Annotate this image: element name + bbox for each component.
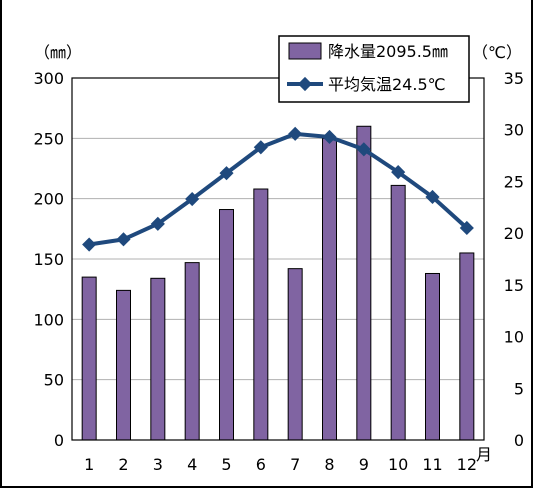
bar-series: [81, 125, 475, 441]
left-tick-label: 50: [44, 371, 64, 390]
x-tick-label: 3: [153, 455, 163, 474]
left-tick-label: 200: [33, 190, 64, 209]
x-tick-label: 1: [84, 455, 94, 474]
temperature-point: [253, 140, 268, 155]
left-tick-label: 150: [33, 250, 64, 269]
bar: [116, 289, 131, 441]
legend-bar-swatch: [288, 42, 322, 60]
temperature-line: [88, 131, 469, 247]
right-tick-label: 30: [504, 121, 524, 140]
right-axis-ticks: 0 5 10 15 20 25 30 35: [504, 69, 524, 450]
x-tick-label: 8: [324, 455, 334, 474]
temperature-point: [356, 142, 371, 157]
bar: [150, 277, 166, 441]
x-tick-label: 2: [118, 455, 128, 474]
x-tick-label: 4: [187, 455, 197, 474]
x-tick-label: 5: [221, 455, 231, 474]
legend-line-label: 平均気温24.5℃: [328, 75, 446, 94]
bar: [287, 268, 303, 441]
plot-area-border: [71, 77, 485, 441]
x-tick-label: 12: [457, 455, 477, 474]
bar: [253, 188, 269, 441]
plot-border: [71, 77, 485, 441]
bar: [184, 262, 200, 441]
legend-bar-label: 降水量2095.5㎜: [328, 42, 448, 61]
bar: [219, 209, 234, 441]
right-tick-label: 15: [504, 276, 524, 295]
x-tick-label: 7: [290, 455, 300, 474]
x-tick-label: 9: [359, 455, 369, 474]
temperature-point: [82, 237, 97, 252]
bar: [322, 137, 337, 441]
left-tick-label: 300: [33, 69, 64, 88]
temperature-point: [219, 166, 234, 181]
legend: 降水量2095.5㎜ 平均気温24.5℃: [278, 35, 470, 103]
temperature-point: [150, 216, 165, 231]
right-tick-label: 5: [514, 379, 524, 398]
legend-line-marker: [297, 76, 313, 92]
gridlines: [72, 137, 484, 381]
bar: [356, 125, 372, 441]
left-axis-ticks: 0 50 100 150 200 250 300: [33, 69, 64, 450]
x-axis-unit-label: 月: [476, 445, 492, 464]
right-tick-label: 35: [504, 69, 524, 88]
bar: [390, 184, 406, 441]
right-tick-label: 20: [504, 224, 524, 243]
right-tick-label: 10: [504, 328, 524, 347]
temperature-point: [116, 232, 131, 247]
left-tick-label: 0: [54, 431, 64, 450]
temperature-point: [185, 191, 200, 207]
right-tick-label: 0: [514, 431, 524, 450]
x-tick-label: 10: [388, 455, 408, 474]
bar: [81, 276, 97, 441]
temperature-point: [322, 129, 337, 145]
x-tick-label: 11: [422, 455, 442, 474]
left-tick-label: 250: [33, 129, 64, 148]
right-axis-unit-label: （℃）: [472, 43, 522, 62]
temperature-point: [288, 126, 303, 141]
temperature-point: [391, 165, 406, 180]
left-tick-label: 100: [33, 310, 64, 329]
line-series: [82, 126, 474, 252]
bar: [425, 272, 440, 441]
temperature-point: [459, 220, 474, 236]
right-tick-label: 25: [504, 172, 524, 191]
x-axis-ticks: 1 2 3 4 5 6 7 8 9 10 11 12: [84, 455, 477, 474]
temperature-point: [425, 189, 440, 205]
x-tick-label: 6: [256, 455, 266, 474]
bar: [459, 252, 475, 441]
left-axis-unit-label: （㎜）: [34, 43, 82, 62]
